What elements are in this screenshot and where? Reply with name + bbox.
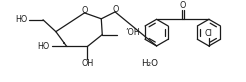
Text: O: O — [113, 5, 119, 14]
Text: •: • — [62, 41, 66, 47]
Text: HO: HO — [15, 15, 27, 24]
Text: O: O — [180, 1, 186, 10]
Text: HO: HO — [37, 42, 49, 51]
Text: H₂O: H₂O — [141, 59, 158, 68]
Text: Cl: Cl — [205, 29, 213, 38]
Text: O: O — [81, 6, 88, 15]
Text: OH: OH — [81, 59, 93, 68]
Text: ’OH: ’OH — [125, 28, 140, 37]
